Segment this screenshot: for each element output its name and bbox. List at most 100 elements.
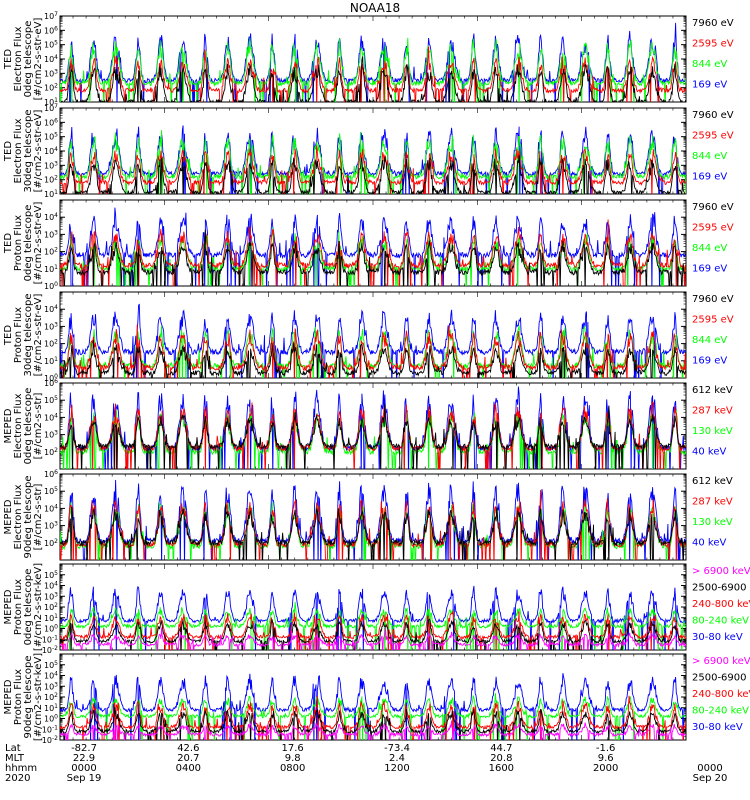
y-tick-label: 103	[44, 430, 58, 440]
series-line-red	[60, 219, 686, 286]
y-tick-label: 10-2	[42, 645, 58, 655]
orbit-hhmm-value: 1600	[489, 763, 514, 774]
y-tick-label: 102	[44, 447, 58, 457]
y-tick-label: 104	[44, 503, 58, 513]
legend-entry: 2595 eV	[692, 38, 734, 49]
y-tick-label: 106	[44, 117, 58, 127]
legend-entry: 612 keV	[692, 476, 733, 487]
panel-3: 100 101 102 103 104 TED Proton Flux 0deg telesc…	[3, 199, 734, 291]
orbit-lat-value: -1.6	[596, 743, 616, 754]
row-label-hhmm: hhmm	[5, 763, 37, 774]
y-tick-label: 101	[44, 613, 58, 623]
series-line-blue	[60, 585, 686, 650]
y-tick-label: 104	[44, 412, 58, 422]
y-tick-label: 107	[44, 103, 58, 113]
legend-entry: 130 keV	[692, 426, 733, 437]
legend-entry: 844 eV	[692, 151, 727, 162]
series-group	[60, 22, 686, 102]
y-tick-label: 104	[44, 146, 58, 156]
series-line-green	[60, 601, 686, 650]
y-axis-label: MEPED	[3, 679, 14, 714]
y-axis-label: MEPED	[3, 408, 14, 443]
y-tick-label: 105	[44, 486, 58, 496]
y-tick-label: 101	[44, 356, 58, 366]
y-tick-label: 107	[44, 11, 58, 21]
panel-6: 102 103 104 105 106 MEPED Electron Flux 90deg t…	[3, 469, 733, 561]
legend-entry: 7960 eV	[692, 110, 734, 121]
series-line-black	[60, 229, 686, 286]
series-line-black	[60, 618, 686, 650]
panel-1: 101 102 103 104 105 106 107 TED Electron Flux 0de…	[3, 11, 734, 107]
orbit-hhmm-value: 1200	[384, 763, 409, 774]
y-tick-label: 102	[44, 339, 58, 349]
y-axis-label: 30deg telescope	[23, 293, 34, 376]
y-axis-label: [#/cm2-s-str]	[33, 392, 44, 459]
y-tick-label: 101	[44, 97, 58, 107]
y-tick-label: 105	[44, 395, 58, 405]
y-tick-label: 106	[44, 25, 58, 35]
y-axis-label: 0deg telescope	[23, 205, 34, 282]
legend-entry: 7960 eV	[692, 18, 734, 29]
series-line-black	[60, 504, 686, 560]
y-tick-label: 10-2	[42, 735, 58, 745]
series-line-black	[60, 404, 686, 469]
y-tick-label: 100	[44, 624, 58, 634]
orbit-lat-value: 44.7	[490, 743, 512, 754]
legend-entry: 7960 eV	[692, 202, 734, 213]
legend-entry: 287 keV	[692, 405, 733, 416]
y-tick-label: 100	[44, 281, 58, 291]
orbit-mlt-value: 20.8	[490, 753, 512, 764]
y-tick-label: 105	[44, 570, 58, 580]
panel-frame	[59, 382, 687, 470]
y-axis-label: MEPED	[3, 499, 14, 534]
y-axis-label: Electron Flux	[13, 26, 24, 91]
legend-entry: 844 eV	[692, 335, 727, 346]
panel-5: 102 103 104 105 106 MEPED Electron Flux 0deg te…	[3, 378, 733, 470]
orbit-lat-value: -82.7	[71, 743, 97, 754]
series-line-black	[60, 56, 686, 102]
y-axis-label: [#/cm2-s-str-eV]	[33, 110, 44, 193]
y-tick-label: 104	[44, 581, 58, 591]
y-axis-label: TED	[3, 141, 14, 162]
legend-entry: 2500-6900	[692, 673, 747, 684]
legend-entry: 169 eV	[692, 355, 727, 366]
y-tick-label: 102	[44, 692, 58, 702]
y-tick-label: 104	[44, 212, 58, 222]
y-tick-label: 100	[44, 373, 58, 383]
legend-entry: 2500-6900	[692, 583, 747, 594]
series-group	[60, 673, 686, 740]
legend-entry: 240-800 keV	[692, 599, 750, 610]
y-tick-label: 101	[44, 189, 58, 199]
legend-entry: 240-800 keV	[692, 689, 750, 700]
legend-entry: 130 keV	[692, 517, 733, 528]
series-line-green	[60, 130, 686, 194]
legend-entry: 612 keV	[692, 385, 733, 396]
y-axis-label: TED	[3, 233, 14, 254]
y-axis-label: [#/cm2-s-str-keV]	[33, 653, 44, 741]
legend-entry: 2595 eV	[692, 314, 734, 325]
row-label-2020: 2020	[5, 773, 30, 784]
y-tick-label: 102	[44, 602, 58, 612]
legend-entry: 169 eV	[692, 79, 727, 90]
y-axis-label: 90deg telescope	[23, 655, 34, 738]
series-line-blue	[60, 303, 686, 378]
series-line-black	[60, 340, 686, 378]
y-axis-label: 0deg telescope	[23, 388, 34, 465]
y-axis-label: Electron Flux	[13, 118, 24, 183]
series-line-blue	[60, 386, 686, 469]
y-tick-label: 100	[44, 714, 58, 724]
y-axis-label: Electron Flux	[13, 484, 24, 549]
y-tick-label: 103	[44, 321, 58, 331]
legend-entry: 30-80 keV	[692, 632, 743, 643]
legend-entry: > 6900 keV	[692, 656, 750, 667]
y-tick-label: 105	[44, 40, 58, 50]
legend-entry: 169 eV	[692, 263, 727, 274]
row-label-lat: Lat	[5, 743, 21, 754]
orbit-mlt-value: 9.6	[598, 753, 614, 764]
panel-2: 101 102 103 104 105 106 107 TED Electron Flux 30d…	[3, 103, 734, 199]
panel-4: 100 101 102 103 104 TED Proton Flux 30deg teles…	[3, 291, 734, 383]
y-axis-label: [#/cm2-s-str-eV]	[33, 294, 44, 377]
